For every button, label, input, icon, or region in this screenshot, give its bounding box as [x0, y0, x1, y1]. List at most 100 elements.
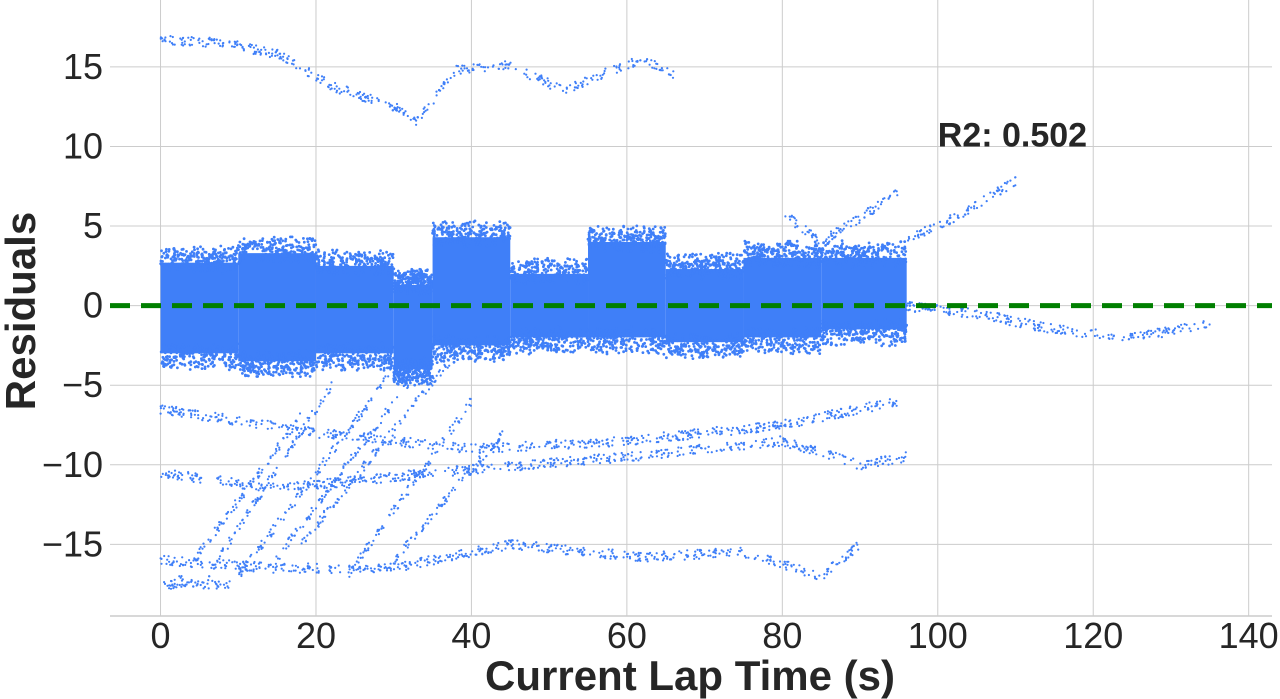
band-point: [559, 326, 562, 330]
band-point: [654, 349, 657, 352]
band-point: [662, 344, 666, 348]
band-point: [302, 240, 306, 244]
band-point: [241, 372, 244, 375]
band-point: [705, 355, 709, 358]
band-point: [892, 327, 896, 330]
band-point: [604, 233, 608, 236]
band-point: [661, 231, 665, 235]
band-point: [751, 346, 755, 350]
band-point: [572, 258, 576, 261]
band-point: [221, 253, 225, 256]
band-point: [189, 363, 193, 367]
band-point: [605, 345, 608, 349]
band-point: [653, 237, 657, 241]
band-point: [582, 273, 586, 277]
band-point: [202, 353, 206, 357]
band-point: [247, 366, 250, 370]
band-point: [614, 240, 618, 244]
band-point: [833, 258, 836, 262]
band-point: [603, 338, 607, 342]
band-point: [280, 252, 284, 256]
band-point: [843, 343, 846, 346]
band-point: [651, 337, 655, 341]
band-point: [891, 243, 895, 246]
band-point: [356, 363, 360, 366]
band-point: [443, 230, 447, 234]
band-point: [839, 343, 843, 346]
band-point: [698, 344, 702, 348]
band-point: [696, 342, 700, 346]
band-point: [368, 358, 372, 362]
band-point: [291, 359, 294, 363]
band-point: [769, 250, 773, 254]
band-point: [221, 346, 225, 350]
band-point: [413, 359, 417, 363]
band-point: [761, 345, 764, 349]
band-point: [264, 369, 268, 373]
band-point: [681, 336, 684, 340]
band-point: [536, 328, 540, 332]
band-point: [776, 350, 780, 353]
band-point: [536, 266, 539, 269]
band-point: [539, 275, 543, 279]
band-point: [627, 237, 630, 241]
band-point: [844, 322, 848, 325]
band-point: [517, 276, 521, 280]
band-point: [629, 345, 633, 349]
band-point: [384, 361, 388, 365]
band-point: [551, 275, 555, 279]
band-point: [610, 231, 614, 234]
band-point: [819, 330, 823, 333]
band-point: [285, 249, 288, 253]
band-point: [690, 337, 694, 341]
band-point: [649, 251, 653, 254]
band-point: [294, 238, 298, 242]
band-point: [384, 262, 387, 265]
band-point: [588, 239, 592, 243]
band-point: [830, 332, 833, 336]
band-point: [450, 236, 454, 240]
band-point: [234, 353, 238, 356]
band-point: [198, 259, 202, 263]
band-point: [818, 352, 822, 355]
band-point: [161, 260, 164, 263]
band-point: [662, 352, 666, 356]
band-point: [188, 352, 192, 356]
band-point: [254, 240, 257, 244]
band-point: [865, 250, 869, 253]
band-point: [192, 270, 196, 274]
band-point: [794, 256, 798, 260]
band-point: [683, 339, 687, 343]
band-point: [884, 333, 888, 337]
band-point: [713, 353, 717, 357]
band-point: [876, 255, 880, 258]
band-point: [811, 341, 814, 344]
band-point: [273, 242, 277, 246]
band-point: [519, 346, 523, 349]
band-point: [276, 352, 279, 356]
band-point: [296, 357, 300, 361]
band-point: [513, 273, 517, 277]
band-point: [731, 253, 735, 257]
band-point: [412, 269, 415, 273]
band-point: [411, 274, 415, 278]
band-point: [275, 252, 279, 256]
band-point: [755, 328, 759, 332]
band-point: [384, 354, 387, 358]
band-point: [753, 249, 757, 253]
band-point: [351, 358, 355, 362]
band-point: [405, 286, 409, 290]
band-point: [576, 282, 580, 286]
band-point: [497, 356, 501, 359]
band-point: [421, 274, 424, 278]
band-point: [204, 250, 208, 254]
band-point: [845, 328, 849, 331]
band-point: [388, 257, 391, 260]
band-point: [492, 353, 496, 356]
band-point: [659, 226, 663, 230]
band-point: [822, 327, 826, 330]
band-point: [523, 264, 526, 268]
band-point: [299, 370, 303, 374]
band-point: [634, 240, 637, 244]
band-point: [269, 243, 273, 246]
